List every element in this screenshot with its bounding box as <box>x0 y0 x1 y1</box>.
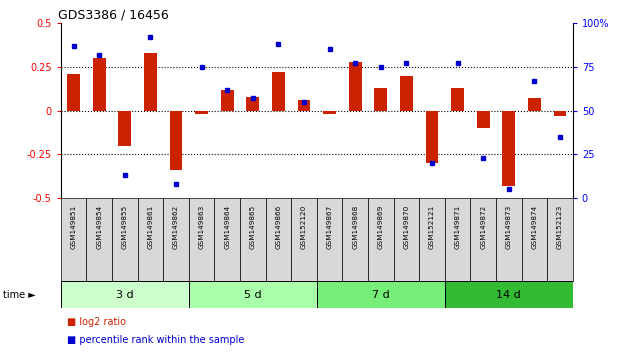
Bar <box>67 74 80 110</box>
Bar <box>112 198 138 281</box>
Bar <box>317 281 445 308</box>
Text: GSM149871: GSM149871 <box>454 205 461 249</box>
Bar <box>138 198 163 281</box>
Bar <box>221 90 234 110</box>
Bar <box>368 198 394 281</box>
Text: GSM149873: GSM149873 <box>506 205 512 249</box>
Bar <box>528 98 541 110</box>
Text: 5 d: 5 d <box>244 290 262 300</box>
Bar <box>170 110 182 170</box>
Text: GSM152123: GSM152123 <box>557 205 563 249</box>
Bar <box>451 88 464 110</box>
Text: GSM149851: GSM149851 <box>70 205 77 249</box>
Bar <box>118 110 131 146</box>
Text: 7 d: 7 d <box>372 290 390 300</box>
Bar <box>374 88 387 110</box>
Bar <box>61 281 189 308</box>
Bar <box>189 281 317 308</box>
Bar <box>445 281 573 308</box>
Bar <box>502 110 515 186</box>
Bar <box>189 198 214 281</box>
Bar <box>93 58 106 110</box>
Text: GSM149868: GSM149868 <box>352 205 358 249</box>
Text: GSM149864: GSM149864 <box>224 205 230 249</box>
Bar <box>144 53 157 110</box>
Bar <box>477 110 490 128</box>
Bar <box>419 198 445 281</box>
Text: GSM152120: GSM152120 <box>301 205 307 249</box>
Text: GSM149870: GSM149870 <box>403 205 410 249</box>
Bar <box>86 198 112 281</box>
Text: ■ percentile rank within the sample: ■ percentile rank within the sample <box>67 335 244 345</box>
Text: GSM149867: GSM149867 <box>326 205 333 249</box>
Bar <box>246 97 259 110</box>
Text: GSM149854: GSM149854 <box>96 205 102 249</box>
Text: GSM149866: GSM149866 <box>275 205 282 249</box>
Bar <box>470 198 496 281</box>
Bar <box>240 198 266 281</box>
Text: GSM149869: GSM149869 <box>378 205 384 249</box>
Text: GSM152121: GSM152121 <box>429 205 435 249</box>
Bar <box>323 110 336 114</box>
Bar <box>349 62 362 110</box>
Text: GSM149862: GSM149862 <box>173 205 179 249</box>
Bar <box>394 198 419 281</box>
Bar <box>496 198 522 281</box>
Text: GSM149855: GSM149855 <box>122 205 128 249</box>
Text: GSM149865: GSM149865 <box>250 205 256 249</box>
Bar <box>317 198 342 281</box>
Text: 14 d: 14 d <box>497 290 521 300</box>
Text: GSM149874: GSM149874 <box>531 205 538 249</box>
Text: GSM149861: GSM149861 <box>147 205 154 249</box>
Bar <box>214 198 240 281</box>
Text: 3 d: 3 d <box>116 290 134 300</box>
Bar <box>163 198 189 281</box>
Bar <box>291 198 317 281</box>
Text: GSM149872: GSM149872 <box>480 205 486 249</box>
Bar <box>298 100 310 110</box>
Bar <box>266 198 291 281</box>
Bar <box>426 110 438 163</box>
Bar <box>272 72 285 110</box>
Bar <box>522 198 547 281</box>
Bar <box>547 198 573 281</box>
Bar <box>554 110 566 116</box>
Bar <box>400 76 413 110</box>
Bar <box>342 198 368 281</box>
Text: GSM149863: GSM149863 <box>198 205 205 249</box>
Bar <box>61 198 86 281</box>
Text: ■ log2 ratio: ■ log2 ratio <box>67 317 126 327</box>
Text: GDS3386 / 16456: GDS3386 / 16456 <box>58 9 169 22</box>
Bar <box>195 110 208 114</box>
Bar <box>445 198 470 281</box>
Text: time ►: time ► <box>3 290 36 300</box>
